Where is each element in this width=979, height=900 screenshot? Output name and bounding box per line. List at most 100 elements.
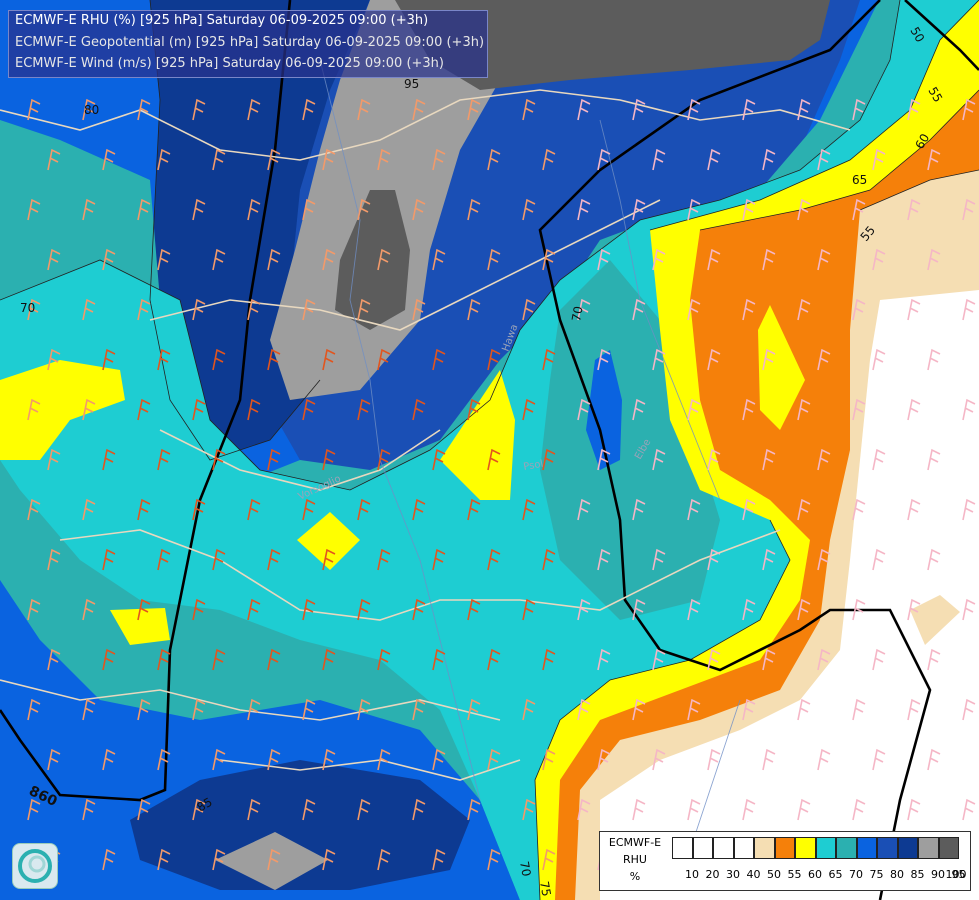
wind-barb xyxy=(302,798,316,821)
wind-barb xyxy=(652,748,666,771)
wind-barb xyxy=(707,348,721,371)
wind-barb xyxy=(817,648,831,671)
wind-barb xyxy=(817,148,831,171)
legend-swatch xyxy=(897,837,918,859)
wind-barb xyxy=(487,648,501,671)
title-line-wind: ECMWF-E Wind (m/s) [925 hPa] Saturday 06… xyxy=(15,56,444,71)
wind-barb xyxy=(522,598,536,621)
legend-tick-label: 95 xyxy=(951,868,966,881)
wind-barb xyxy=(762,548,776,571)
wind-barb xyxy=(192,498,206,521)
wind-barb xyxy=(47,448,61,471)
wind-barb xyxy=(597,748,611,771)
wind-barb xyxy=(432,148,446,171)
wind-barb xyxy=(302,698,316,721)
legend-swatch xyxy=(918,837,939,859)
wind-barb xyxy=(707,148,721,171)
wind-barb xyxy=(652,648,666,671)
wind-barb xyxy=(137,298,151,321)
wind-barb xyxy=(322,548,336,571)
wind-barb xyxy=(522,498,536,521)
wind-barb xyxy=(542,748,556,771)
contour-label: 55 xyxy=(925,85,945,105)
legend-swatch xyxy=(754,837,775,859)
wind-barb xyxy=(27,798,41,821)
wind-barb xyxy=(27,498,41,521)
wind-barb xyxy=(927,448,941,471)
wind-barb xyxy=(597,448,611,471)
wind-barb xyxy=(707,248,721,271)
wind-barb xyxy=(157,248,171,271)
wind-barb xyxy=(577,498,591,521)
legend-swatch xyxy=(795,837,816,859)
wind-barb xyxy=(412,498,426,521)
wind-barb xyxy=(27,598,41,621)
wind-barb xyxy=(212,748,226,771)
wind-barb xyxy=(157,748,171,771)
wind-barb xyxy=(817,548,831,571)
wind-barb xyxy=(267,448,281,471)
contour-label: 60 xyxy=(912,131,932,151)
wind-barb xyxy=(27,298,41,321)
wind-barb xyxy=(597,248,611,271)
wind-barb xyxy=(47,148,61,171)
wind-barb xyxy=(797,598,811,621)
wind-barb xyxy=(267,748,281,771)
wind-barb xyxy=(102,448,116,471)
place-label: Psol xyxy=(523,459,545,473)
wind-barb xyxy=(412,798,426,821)
legend-tick-label: 40 xyxy=(746,868,761,881)
wind-barb xyxy=(212,648,226,671)
rhu-field-95 xyxy=(395,0,830,90)
wind-barb xyxy=(267,248,281,271)
wind-barb xyxy=(377,548,391,571)
rhu-field-75-inner xyxy=(586,350,622,470)
wind-barb xyxy=(82,698,96,721)
wind-barb xyxy=(357,98,371,121)
wind-barb xyxy=(432,748,446,771)
wind-barb xyxy=(82,198,96,221)
wind-barb xyxy=(872,448,886,471)
wind-barb xyxy=(577,798,591,821)
rhu-field-60-island3 xyxy=(297,512,360,570)
wind-barb xyxy=(632,98,646,121)
wind-barb xyxy=(467,598,481,621)
wind-barb xyxy=(852,198,866,221)
wind-barb xyxy=(927,548,941,571)
wind-barb xyxy=(467,698,481,721)
wind-barb xyxy=(357,198,371,221)
wind-barb xyxy=(212,248,226,271)
wind-barb xyxy=(102,248,116,271)
wind-barb xyxy=(632,198,646,221)
wind-barb xyxy=(302,398,316,421)
wind-barb xyxy=(377,248,391,271)
wind-barb xyxy=(192,798,206,821)
wind-barb xyxy=(522,298,536,321)
wind-barb xyxy=(432,448,446,471)
legend-swatch xyxy=(877,837,898,859)
wind-barb xyxy=(762,348,776,371)
wind-barb xyxy=(907,798,921,821)
wind-barb xyxy=(82,398,96,421)
legend-tick-label: 85 xyxy=(910,868,925,881)
wind-barb xyxy=(302,498,316,521)
contour-label: 70 xyxy=(20,301,35,315)
rhu-field-90b xyxy=(215,832,328,890)
wind-barb xyxy=(412,198,426,221)
title-line-rhu: ECMWF-E RHU (%) [925 hPa] Saturday 06-09… xyxy=(15,13,429,28)
wind-barb xyxy=(817,248,831,271)
wind-barb xyxy=(597,648,611,671)
wind-barb xyxy=(762,248,776,271)
wind-barb xyxy=(577,298,591,321)
wind-barb xyxy=(47,348,61,371)
wind-barb xyxy=(762,648,776,671)
wind-barb xyxy=(687,198,701,221)
wind-barb xyxy=(487,248,501,271)
wind-barb xyxy=(852,398,866,421)
wind-barb xyxy=(192,398,206,421)
wind-barb xyxy=(467,298,481,321)
wind-barb xyxy=(852,98,866,121)
wind-barb xyxy=(927,248,941,271)
wind-barb xyxy=(27,698,41,721)
